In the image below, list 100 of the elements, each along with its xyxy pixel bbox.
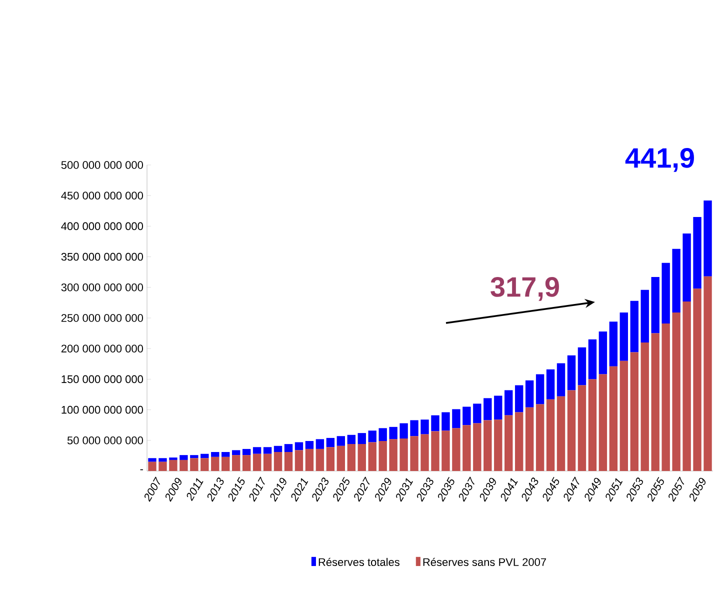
legend-label: Réserves sans PVL 2007: [423, 558, 546, 566]
annotation: 441,9: [625, 148, 694, 172]
bar: [358, 444, 366, 471]
bar: [336, 446, 346, 471]
bar: [672, 248, 680, 312]
y-tick-label: 300 000 000 000: [61, 284, 144, 292]
bar: [242, 455, 251, 471]
bar: [672, 312, 680, 471]
bar: [158, 462, 167, 471]
bar: [211, 452, 220, 457]
bar: [410, 436, 418, 471]
bar: [567, 355, 576, 390]
bar: [431, 431, 440, 471]
bar: [662, 324, 670, 471]
bar: [190, 458, 198, 471]
bar: [420, 434, 429, 471]
bar: [556, 363, 566, 396]
bar: [242, 448, 251, 456]
bar: [263, 447, 272, 454]
bar: [484, 398, 492, 420]
bar: [704, 276, 712, 471]
bar: [514, 385, 524, 412]
bar: [190, 455, 198, 458]
bar: [232, 450, 240, 456]
bar: [640, 342, 649, 471]
y-tick-label: -: [140, 469, 143, 470]
y-tick-label: 100 000 000 000: [62, 406, 144, 414]
bar: [211, 456, 220, 471]
bar: [442, 430, 450, 471]
bar: [484, 420, 492, 471]
bar: [284, 444, 293, 452]
bar: [598, 331, 608, 374]
bar: [420, 420, 429, 434]
bar: [651, 333, 660, 471]
bar: [609, 366, 618, 471]
bar: [200, 458, 209, 471]
y-tick-label: 50 000 000 000: [67, 436, 144, 444]
bar: [358, 433, 366, 444]
bar: [252, 454, 262, 471]
bar: [514, 412, 524, 471]
bar: [494, 420, 502, 471]
bar: [693, 217, 702, 289]
bar: [294, 442, 304, 450]
bar: [704, 200, 712, 276]
bar: [578, 385, 586, 471]
bar: [368, 442, 376, 471]
bar: [180, 460, 188, 471]
legend-label: Réserves totales: [318, 558, 400, 566]
bar: [305, 441, 314, 449]
bar: [368, 430, 376, 442]
bar: [222, 456, 230, 471]
bar: [158, 458, 167, 462]
bar: [473, 423, 482, 471]
bar: [316, 439, 324, 449]
bar: [556, 396, 566, 471]
bar: [326, 447, 335, 471]
bar: [609, 322, 618, 366]
bar: [452, 428, 460, 471]
y-tick-label: 500 000 000 000: [61, 161, 144, 169]
bar: [148, 462, 156, 471]
bar: [525, 380, 534, 408]
bar: [336, 436, 346, 446]
bar: [504, 415, 513, 471]
bar: [294, 450, 304, 471]
bar: [274, 446, 282, 452]
bar: [200, 454, 209, 458]
bar: [640, 290, 649, 342]
bar: [232, 455, 240, 471]
bar: [305, 448, 314, 471]
bar: [326, 438, 335, 448]
bar: [630, 352, 638, 471]
bar: [347, 434, 356, 444]
bar: [588, 379, 597, 471]
bar: [462, 425, 471, 471]
bar: [473, 404, 482, 424]
bar: [316, 448, 324, 471]
bar: [662, 262, 670, 324]
bar: [452, 409, 460, 428]
bar: [630, 300, 638, 352]
bar: [546, 399, 555, 471]
y-tick-label: 400 000 000 000: [61, 222, 144, 230]
bar: [400, 423, 408, 439]
bar: [651, 276, 660, 334]
y-tick-label: 350 000 000 000: [61, 252, 144, 261]
bar: [389, 439, 398, 471]
bar: [462, 406, 471, 426]
y-tick-label: 250 000 000 000: [61, 314, 144, 322]
annotation: 317,9: [490, 277, 559, 301]
bar: [442, 412, 450, 431]
bar: [347, 444, 356, 471]
bar: [389, 426, 398, 440]
bar: [410, 420, 418, 436]
bar: [284, 452, 293, 471]
bar: [598, 374, 608, 471]
bar: [588, 339, 597, 380]
bar: [536, 404, 544, 471]
bar: [400, 438, 408, 471]
bar: [378, 428, 387, 441]
bar: [620, 312, 628, 361]
bar: [620, 360, 628, 471]
